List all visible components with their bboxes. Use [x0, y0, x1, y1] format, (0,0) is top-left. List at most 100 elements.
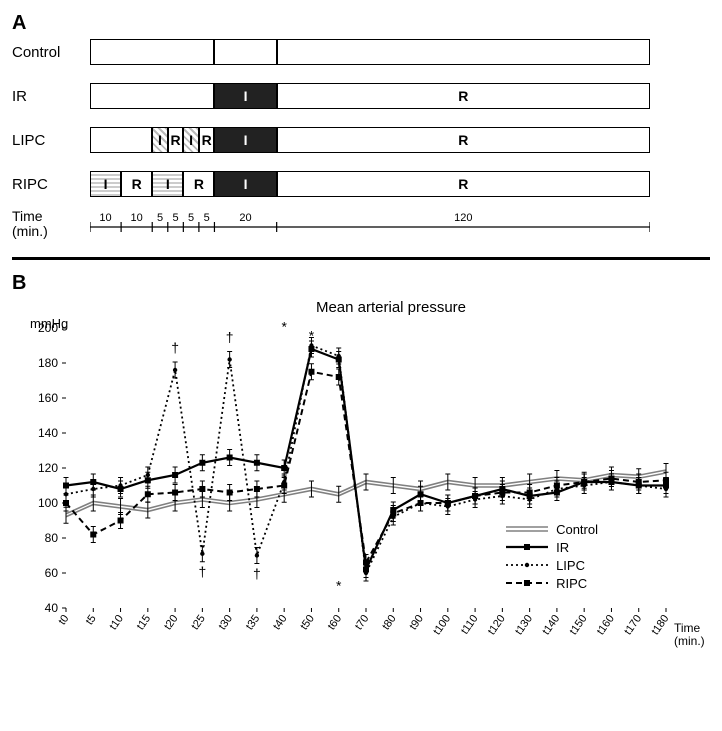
protocol-segment: I — [214, 127, 276, 153]
svg-text:40: 40 — [45, 601, 59, 615]
protocol-bar: IRIRIR — [90, 127, 650, 153]
protocol-segment: I — [214, 83, 276, 109]
svg-text:t100: t100 — [431, 613, 453, 637]
protocol-segment: R — [168, 127, 184, 153]
svg-text:t60: t60 — [326, 613, 345, 632]
protocol-segment: I — [214, 171, 276, 197]
protocol-segment: I — [183, 127, 199, 153]
panel-b: B Mean arterial pressure 406080100120140… — [12, 272, 710, 671]
legend-label: RIPC — [556, 576, 587, 591]
svg-text:Time: Time — [674, 621, 701, 635]
svg-text:t150: t150 — [568, 613, 590, 637]
protocol-label: Control — [12, 44, 90, 61]
panel-b-label: B — [12, 272, 710, 295]
svg-text:t30: t30 — [216, 613, 235, 632]
protocol-segment: I — [152, 127, 168, 153]
chart-title: Mean arterial pressure — [72, 299, 710, 316]
svg-text:t10: t10 — [107, 613, 126, 632]
protocol-bar — [90, 39, 650, 65]
svg-text:60: 60 — [45, 566, 59, 580]
protocol-segment — [90, 39, 214, 65]
svg-text:†: † — [253, 565, 261, 581]
svg-text:5: 5 — [188, 212, 194, 224]
svg-text:t170: t170 — [622, 613, 644, 637]
protocol-label: RIPC — [12, 176, 90, 193]
legend-item-lipc: LIPC — [504, 556, 598, 574]
protocol-segment: R — [277, 83, 650, 109]
svg-text:t35: t35 — [244, 613, 263, 632]
protocol-segment: R — [183, 171, 214, 197]
svg-text:t160: t160 — [595, 613, 617, 637]
svg-text:5: 5 — [204, 212, 210, 224]
svg-text:t110: t110 — [459, 613, 481, 637]
svg-text:t180: t180 — [649, 613, 671, 637]
svg-text:160: 160 — [38, 391, 58, 405]
protocol-segment: I — [90, 171, 121, 197]
svg-text:80: 80 — [45, 531, 59, 545]
svg-text:†: † — [171, 340, 179, 356]
svg-text:5: 5 — [172, 212, 178, 224]
svg-text:t90: t90 — [407, 613, 426, 632]
svg-text:t20: t20 — [162, 613, 181, 632]
panel-a-timeline: Time(min.) 1010555520120 — [12, 209, 710, 247]
svg-text:t50: t50 — [298, 613, 317, 632]
protocol-bar: IR — [90, 83, 650, 109]
protocol-segment — [214, 39, 276, 65]
svg-text:*: * — [281, 319, 287, 335]
legend-item-control: Control — [504, 520, 598, 538]
protocol-label: LIPC — [12, 132, 90, 149]
svg-text:20: 20 — [239, 212, 251, 224]
protocol-row-ir: IRIR — [12, 83, 710, 109]
panel-a-label: A — [12, 12, 710, 35]
line-chart: 406080100120140160180200mmHgt0t5t10t15t2… — [12, 318, 712, 666]
svg-text:*: * — [336, 578, 342, 594]
svg-text:t120: t120 — [486, 613, 508, 637]
protocol-segment: I — [152, 171, 183, 197]
svg-text:t80: t80 — [380, 613, 399, 632]
chart-area: 406080100120140160180200mmHgt0t5t10t15t2… — [12, 318, 710, 671]
protocol-segment — [90, 83, 214, 109]
svg-text:5: 5 — [157, 212, 163, 224]
svg-text:t130: t130 — [513, 613, 535, 637]
protocol-row-control: Control — [12, 39, 710, 65]
protocol-segment: R — [277, 127, 650, 153]
panel-divider — [12, 257, 710, 260]
timeline-axis: 1010555520120 — [90, 209, 650, 247]
svg-text:t0: t0 — [56, 613, 71, 627]
svg-text:t5: t5 — [84, 613, 99, 627]
svg-text:mmHg: mmHg — [30, 318, 68, 331]
protocol-segment: R — [277, 171, 650, 197]
svg-text:t40: t40 — [271, 613, 290, 632]
protocol-row-ripc: RIPCIRIRIR — [12, 171, 710, 197]
panel-a: A ControlIRIRLIPCIRIRIRRIPCIRIRIR Time(m… — [12, 12, 710, 247]
legend-item-ripc: RIPC — [504, 574, 598, 592]
svg-text:100: 100 — [38, 496, 58, 510]
protocol-rows: ControlIRIRLIPCIRIRIRRIPCIRIRIR — [12, 39, 710, 197]
svg-text:(min.): (min.) — [674, 634, 705, 648]
protocol-segment: R — [121, 171, 152, 197]
time-axis-label: Time(min.) — [12, 209, 90, 240]
protocol-label: IR — [12, 88, 90, 105]
legend-item-ir: IR — [504, 538, 598, 556]
svg-text:*: * — [309, 327, 315, 343]
legend-label: Control — [556, 522, 598, 537]
svg-text:10: 10 — [99, 212, 111, 224]
protocol-segment: R — [199, 127, 215, 153]
svg-text:180: 180 — [38, 356, 58, 370]
legend-label: IR — [556, 540, 569, 555]
svg-text:120: 120 — [454, 212, 472, 224]
svg-text:t25: t25 — [189, 613, 208, 632]
protocol-segment — [277, 39, 650, 65]
svg-text:t70: t70 — [353, 613, 372, 632]
svg-text:†: † — [226, 329, 234, 345]
svg-text:10: 10 — [131, 212, 143, 224]
protocol-bar: IRIRIR — [90, 171, 650, 197]
svg-text:t140: t140 — [540, 613, 562, 637]
protocol-row-lipc: LIPCIRIRIR — [12, 127, 710, 153]
svg-text:t15: t15 — [135, 613, 154, 632]
svg-text:†: † — [198, 564, 206, 580]
svg-text:120: 120 — [38, 461, 58, 475]
protocol-segment — [90, 127, 152, 153]
legend: Control IR LIPC RIPC — [502, 518, 600, 594]
legend-label: LIPC — [556, 558, 585, 573]
